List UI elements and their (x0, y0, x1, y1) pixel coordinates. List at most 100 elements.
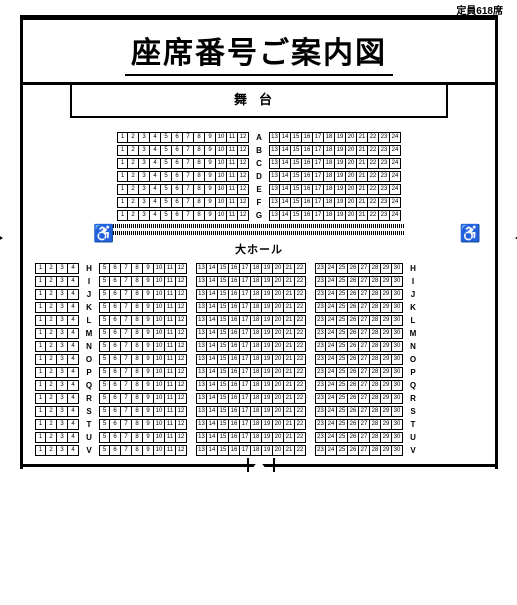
seat: 7 (183, 158, 194, 169)
seat-row: 1234S56789101112131415161718192021222324… (23, 406, 495, 417)
seat: 8 (132, 432, 143, 443)
seat: 5 (161, 132, 172, 143)
seat: 19 (262, 354, 273, 365)
seat: 10 (154, 315, 165, 326)
seat: 10 (216, 158, 227, 169)
seat: 22 (295, 367, 306, 378)
seat: 17 (240, 315, 251, 326)
seat: 8 (132, 419, 143, 430)
seat: 26 (348, 289, 359, 300)
seat: 8 (132, 341, 143, 352)
seat: 13 (196, 445, 207, 456)
seat: 28 (370, 419, 381, 430)
seat: 13 (196, 341, 207, 352)
seat: 20 (273, 263, 284, 274)
row-label: R (84, 394, 94, 403)
seat: 27 (359, 406, 370, 417)
seat: 18 (251, 432, 262, 443)
row-label: L (408, 316, 418, 325)
seat: 5 (99, 445, 110, 456)
seat: 11 (165, 393, 176, 404)
seat: 15 (218, 276, 229, 287)
seat: 11 (165, 315, 176, 326)
seat: 6 (172, 210, 183, 221)
seat: 1 (35, 276, 46, 287)
seat: 25 (337, 380, 348, 391)
seat: 13 (196, 315, 207, 326)
seat: 30 (392, 445, 403, 456)
seat: 16 (302, 210, 313, 221)
seat: 24 (326, 341, 337, 352)
seat: 4 (68, 315, 79, 326)
seat: 2 (46, 328, 57, 339)
seat: 8 (132, 367, 143, 378)
seat: 27 (359, 432, 370, 443)
seat: 18 (251, 289, 262, 300)
seat: 21 (284, 341, 295, 352)
seat: 13 (196, 276, 207, 287)
seat: 1 (117, 184, 128, 195)
seat: 21 (284, 380, 295, 391)
seat: 15 (218, 367, 229, 378)
seat: 11 (165, 419, 176, 430)
seat: 20 (346, 158, 357, 169)
seat: 5 (161, 197, 172, 208)
seat-row: 1234Q56789101112131415161718192021222324… (23, 380, 495, 391)
seat: 26 (348, 367, 359, 378)
seat: 22 (368, 197, 379, 208)
seat: 10 (216, 171, 227, 182)
row-label: G (254, 211, 264, 220)
seat: 5 (161, 171, 172, 182)
seat: 21 (284, 393, 295, 404)
seat: 8 (132, 393, 143, 404)
seat: 7 (183, 197, 194, 208)
seat: 14 (207, 445, 218, 456)
seat: 18 (251, 276, 262, 287)
row-label: S (408, 407, 418, 416)
seat: 22 (295, 380, 306, 391)
seat: 5 (161, 184, 172, 195)
seat-row: 1234L56789101112131415161718192021222324… (23, 315, 495, 326)
seat: 11 (165, 445, 176, 456)
seat: 28 (370, 445, 381, 456)
seat: 11 (165, 276, 176, 287)
seat: 7 (121, 432, 132, 443)
seat: 8 (194, 145, 205, 156)
seat: 7 (121, 393, 132, 404)
row-label: L (84, 316, 94, 325)
seat: 9 (205, 171, 216, 182)
seat: 20 (273, 432, 284, 443)
seat: 6 (172, 132, 183, 143)
seat: 10 (154, 406, 165, 417)
seat: 14 (207, 315, 218, 326)
seat: 26 (348, 341, 359, 352)
row-label: T (84, 420, 94, 429)
row-label: J (84, 290, 94, 299)
seat: 19 (262, 419, 273, 430)
seat: 24 (390, 210, 401, 221)
seat: 30 (392, 419, 403, 430)
seat: 22 (295, 289, 306, 300)
seat: 25 (337, 432, 348, 443)
seat: 18 (251, 341, 262, 352)
seat: 2 (46, 393, 57, 404)
seat: 23 (315, 341, 326, 352)
seat: 5 (99, 367, 110, 378)
seat: 19 (335, 145, 346, 156)
seat: 16 (229, 380, 240, 391)
seat: 15 (291, 210, 302, 221)
seat: 6 (110, 432, 121, 443)
seat: 1 (35, 445, 46, 456)
row-label: I (408, 277, 418, 286)
seat: 30 (392, 276, 403, 287)
seat: 25 (337, 445, 348, 456)
seat: 22 (295, 328, 306, 339)
seat: 11 (165, 367, 176, 378)
seat: 18 (251, 354, 262, 365)
seat: 4 (68, 393, 79, 404)
seat: 6 (110, 406, 121, 417)
seat: 1 (35, 315, 46, 326)
seat: 3 (57, 276, 68, 287)
seat: 9 (205, 197, 216, 208)
seat: 28 (370, 302, 381, 313)
